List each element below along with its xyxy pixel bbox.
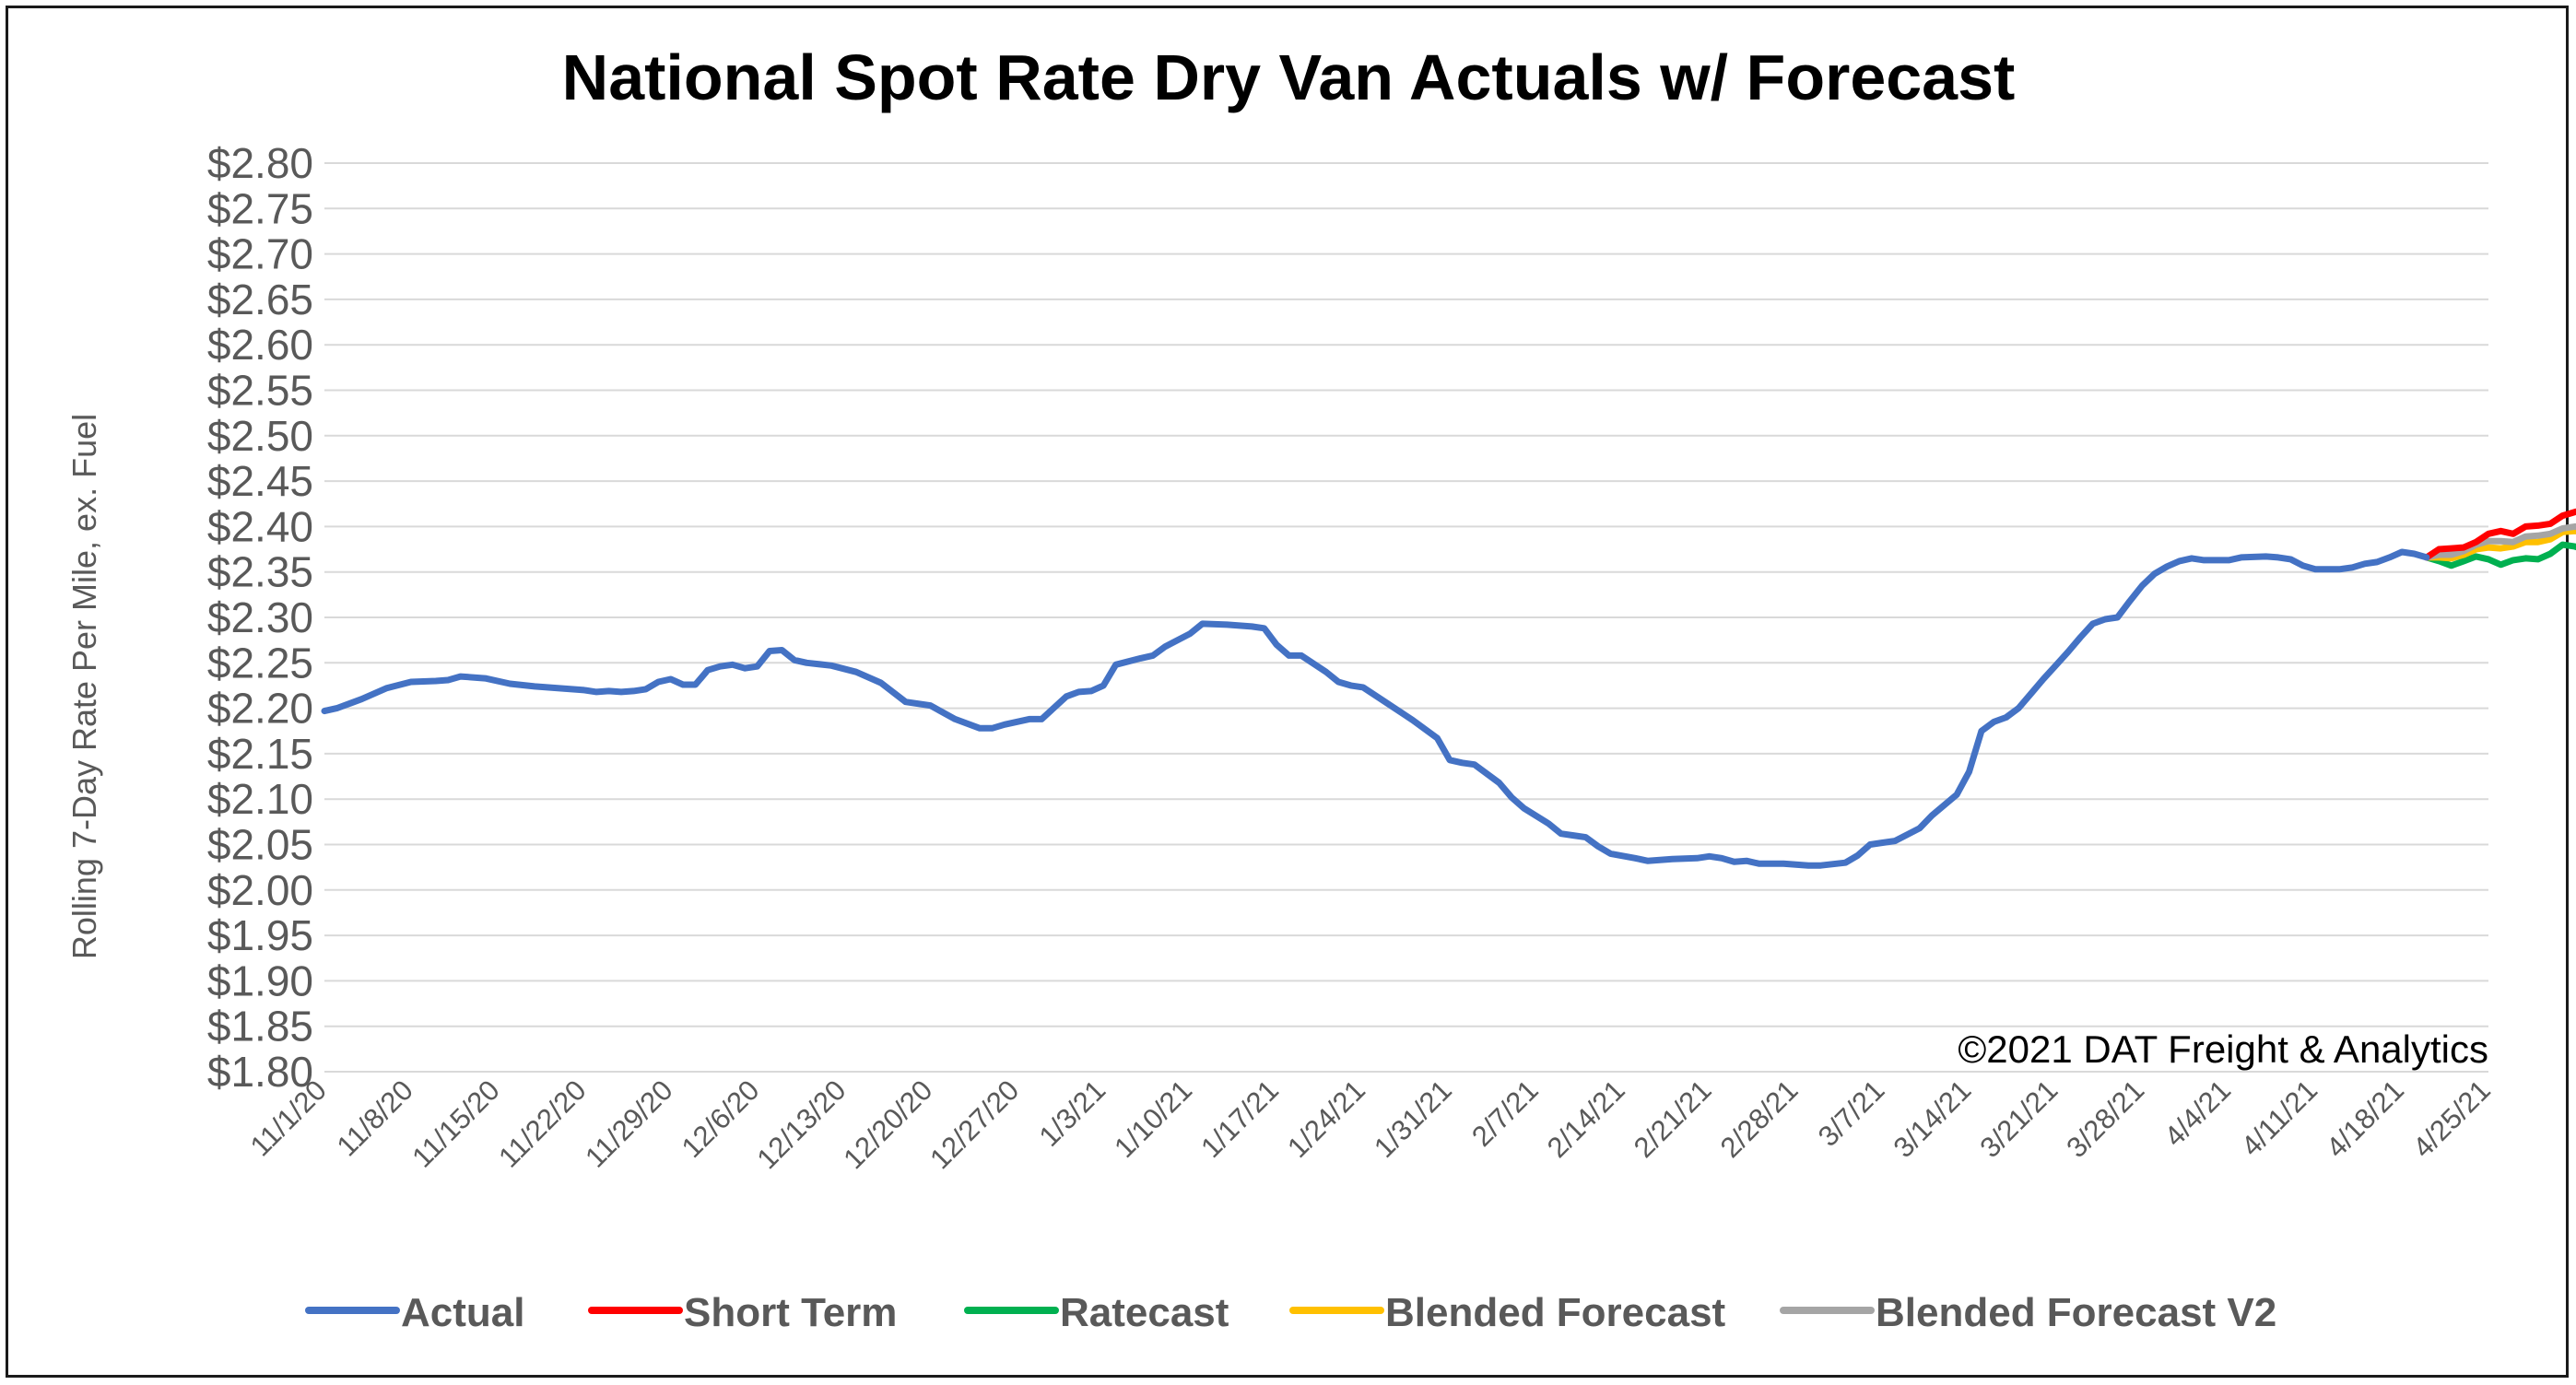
y-tick-label: $1.95: [207, 911, 313, 959]
series-line-ratecast: [2423, 541, 2576, 569]
y-axis-label: Rolling 7-Day Rate Per Mile, ex. Fuel: [65, 414, 103, 959]
x-tick-label: 2/21/21: [1628, 1074, 1718, 1164]
x-tick-label: 1/24/21: [1281, 1074, 1371, 1164]
series-line-actual: [321, 548, 2430, 869]
y-tick-label: $1.80: [207, 1048, 313, 1096]
legend: Actual Short Term Ratecast Blended Forecast…: [305, 1290, 2276, 1335]
y-tick-label: $2.20: [207, 685, 313, 733]
x-tick-label: 12/20/20: [837, 1074, 938, 1175]
chart-frame: [6, 6, 2569, 1378]
x-tick-label: 4/4/21: [2158, 1074, 2237, 1153]
x-tick-label: 1/3/21: [1033, 1074, 1112, 1153]
legend-label-actual: Actual: [401, 1290, 524, 1335]
x-tick-label: 1/17/21: [1194, 1074, 1285, 1164]
y-tick-label: $1.85: [207, 1003, 313, 1050]
x-tick-label: 11/15/20: [406, 1074, 505, 1173]
y-tick-label: $1.90: [207, 957, 313, 1004]
x-tick-label: 4/18/21: [2320, 1074, 2410, 1164]
y-tick-label: $2.05: [207, 821, 313, 869]
y-tick-label: $2.65: [207, 276, 313, 323]
x-tick-label: 4/11/21: [2235, 1074, 2323, 1162]
x-tick-label: 11/22/20: [492, 1074, 592, 1173]
x-tick-label: 2/7/21: [1465, 1074, 1545, 1153]
y-tick-label: $2.35: [207, 548, 313, 596]
x-tick-label: 2/28/21: [1714, 1074, 1805, 1164]
y-tick-label: $2.55: [207, 367, 313, 415]
series-line-short-term: [2423, 508, 2576, 561]
x-tick-label: 3/21/21: [1973, 1074, 2064, 1164]
chart-title: National Spot Rate Dry Van Actuals w/ Fo…: [562, 41, 2016, 113]
y-tick-label: $2.10: [207, 775, 313, 823]
legend-label-blended-forecast-v2: Blended Forecast V2: [1876, 1290, 2276, 1335]
y-tick-label: $2.80: [207, 139, 313, 187]
legend-label-short-term: Short Term: [684, 1290, 897, 1335]
y-tick-label: $2.50: [207, 412, 313, 460]
x-axis-ticks: 11/1/2011/8/2011/15/2011/22/2011/29/2012…: [244, 1074, 2497, 1175]
y-tick-label: $2.75: [207, 184, 313, 232]
y-tick-label: $2.60: [207, 321, 313, 369]
copyright-annotation: ©2021 DAT Freight & Analytics: [1958, 1027, 2488, 1071]
y-tick-label: $2.00: [207, 866, 313, 914]
legend-label-ratecast: Ratecast: [1060, 1290, 1229, 1335]
y-axis-ticks: $1.80$1.85$1.90$1.95$2.00$2.05$2.10$2.15…: [207, 139, 313, 1096]
x-tick-label: 1/10/21: [1108, 1074, 1198, 1164]
x-tick-label: 3/7/21: [1812, 1074, 1891, 1153]
x-tick-label: 12/27/20: [923, 1074, 1025, 1175]
x-tick-label: 1/31/21: [1368, 1074, 1458, 1164]
x-tick-label: 11/29/20: [579, 1074, 678, 1173]
y-tick-label: $2.40: [207, 502, 313, 550]
series-lines: [321, 508, 2576, 869]
x-tick-label: 3/28/21: [2060, 1074, 2150, 1164]
y-tick-label: $2.15: [207, 730, 313, 778]
y-tick-label: $2.30: [207, 593, 313, 641]
y-tick-label: $2.45: [207, 457, 313, 505]
x-tick-label: 4/25/21: [2406, 1074, 2497, 1164]
x-tick-label: 12/13/20: [750, 1074, 852, 1175]
x-tick-label: 2/14/21: [1541, 1074, 1631, 1164]
legend-label-blended-forecast: Blended Forecast: [1385, 1290, 1726, 1335]
series-line-blended-forecast: [2423, 527, 2576, 562]
series-line-blended-forecast-v2: [2423, 522, 2576, 561]
y-tick-label: $2.70: [207, 230, 313, 278]
x-tick-label: 3/14/21: [1888, 1074, 1978, 1164]
y-tick-label: $2.25: [207, 639, 313, 687]
x-tick-label: 11/8/20: [331, 1074, 419, 1162]
gridlines: [324, 162, 2488, 1073]
